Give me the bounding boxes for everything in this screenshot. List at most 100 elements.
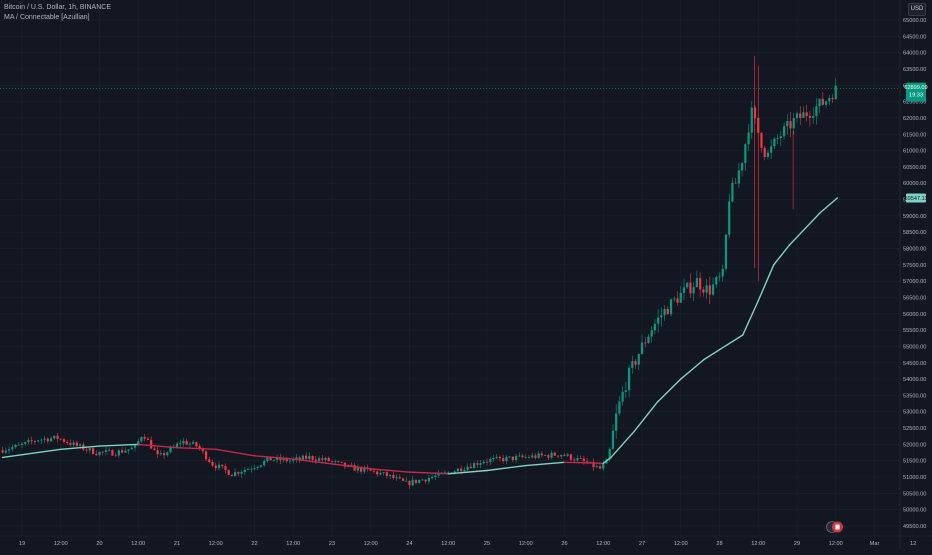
candle-body: [201, 448, 204, 452]
candle-body: [586, 461, 589, 463]
candle-body: [221, 464, 224, 467]
candle-body: [650, 330, 653, 337]
candle-body: [431, 476, 434, 479]
candle-body: [721, 268, 724, 277]
y-tick-label: 60500.00: [903, 165, 926, 171]
ma-segment: [819, 197, 838, 214]
candle-body: [466, 466, 469, 470]
ma-segment: [137, 443, 178, 449]
candle-body: [398, 477, 401, 479]
candle-body: [682, 287, 686, 293]
candle-body: [831, 97, 834, 100]
x-tick-label: 19: [19, 541, 25, 547]
candle-body: [327, 457, 330, 462]
candle-body: [663, 308, 666, 316]
candle-body: [498, 456, 502, 459]
candle-body: [59, 438, 62, 440]
time-axis[interactable]: 19 12:00 20 12:00 21 12:00 22 12:00 23 12:00 24 12:…: [19, 541, 916, 547]
ma-segment: [215, 448, 256, 457]
candle-body: [7, 449, 11, 451]
x-tick-label: 12:00: [519, 541, 533, 547]
candle-body: [288, 460, 292, 462]
candle-body: [227, 469, 230, 475]
candle-body: [121, 450, 124, 453]
candle-body: [608, 449, 611, 460]
candle-body: [140, 437, 143, 442]
x-tick-label: 20: [96, 541, 102, 547]
ma-segment: [292, 458, 333, 465]
candle-body: [169, 447, 172, 453]
candle-body: [508, 456, 511, 458]
y-tick-label: 54500.00: [903, 361, 926, 367]
candle-body: [243, 469, 246, 473]
candle-body: [666, 308, 669, 315]
candle-body: [776, 137, 779, 139]
candle-body: [460, 468, 463, 472]
candle-body: [4, 450, 7, 453]
x-tick-label: 29: [794, 541, 800, 547]
indicator-title[interactable]: MA / Connectable [Azullian]: [4, 14, 90, 21]
candle-body: [773, 138, 776, 147]
bar-countdown: 19:33: [909, 93, 923, 99]
candle-body: [569, 454, 573, 460]
candle-body: [162, 453, 166, 456]
ma-segment: [788, 228, 806, 246]
candle-body: [644, 342, 647, 344]
candle-body: [195, 442, 198, 447]
x-tick-label: 26: [561, 541, 567, 547]
candle-body: [108, 450, 111, 451]
candle-body: [427, 478, 430, 482]
candle-body: [208, 459, 211, 462]
x-tick-label: 27: [639, 541, 645, 547]
candle-body: [553, 452, 556, 456]
ma-value: 59547.11: [905, 196, 928, 202]
y-tick-label: 54000.00: [903, 377, 926, 383]
candle-body: [624, 390, 627, 392]
symbol-title[interactable]: Bitcoin / U.S. Dollar, 1h, BINANCE: [4, 4, 111, 11]
candle-body: [760, 132, 763, 148]
y-tick-label: 50000.00: [903, 508, 926, 514]
candle-body: [256, 466, 259, 468]
x-tick-label: 25: [484, 541, 490, 547]
candle-body: [24, 442, 27, 444]
candle-body: [556, 455, 560, 457]
candle-body: [615, 413, 618, 431]
candle-body: [392, 474, 395, 479]
candle-body: [531, 455, 534, 458]
candle-body: [376, 471, 379, 475]
chart-legend: Bitcoin / U.S. Dollar, 1h, BINANCE MA / …: [4, 3, 111, 23]
candle-body: [379, 472, 382, 475]
candle-body: [127, 449, 130, 451]
candle-body: [153, 448, 156, 451]
candle-body: [699, 278, 702, 290]
candle-body: [492, 457, 495, 460]
y-tick-label: 58000.00: [903, 247, 926, 253]
candle-body: [669, 299, 673, 315]
candle-body: [711, 284, 715, 295]
candle-body: [46, 438, 49, 442]
candle-body: [285, 458, 288, 462]
ma-segment: [703, 349, 721, 361]
candle-body: [511, 456, 514, 461]
ma-segment: [757, 264, 775, 302]
candle-body: [708, 285, 711, 295]
candle-body: [544, 455, 547, 456]
y-tick-label: 55000.00: [903, 344, 926, 350]
candle-body: [679, 292, 682, 303]
y-tick-label: 59000.00: [903, 214, 926, 220]
ma-segment: [773, 244, 790, 266]
last-price-badge: 62899.09 19:33: [904, 82, 928, 102]
ma-segment: [98, 443, 139, 447]
currency-label[interactable]: USD: [908, 3, 926, 16]
candle-body: [479, 463, 482, 465]
candle-body: [250, 468, 253, 470]
candle-body: [395, 477, 398, 479]
x-tick-label: 28: [716, 541, 722, 547]
candle-body: [192, 442, 195, 444]
ma-value-badge: 59547.11: [905, 193, 928, 203]
candle-body: [443, 472, 447, 474]
candle-body: [660, 315, 663, 318]
candle-body: [143, 437, 146, 439]
